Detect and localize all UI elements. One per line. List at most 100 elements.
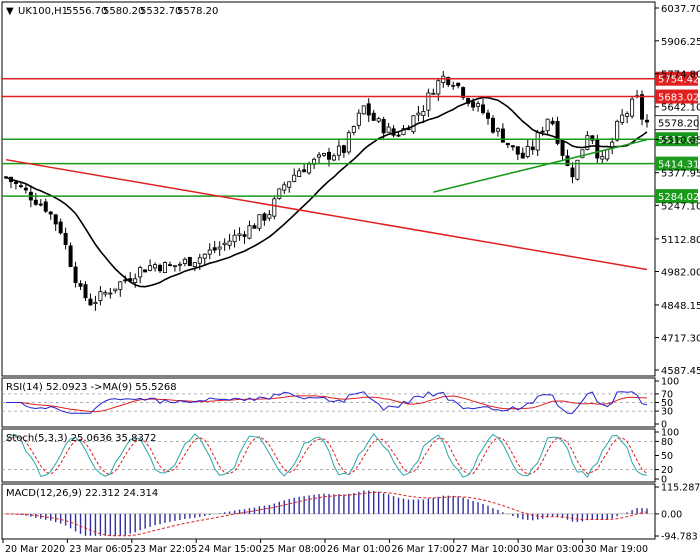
rsi-line bbox=[6, 391, 648, 414]
rsi-label: RSI(14) 52.0923 ->MA(9) 55.5268 bbox=[6, 382, 177, 393]
candle-body bbox=[83, 284, 88, 299]
level-price-tag bbox=[655, 71, 698, 86]
level-price-label: 5754.42 bbox=[658, 75, 699, 86]
candle-body bbox=[525, 145, 530, 157]
indicator-tick-label: -94.783 bbox=[661, 532, 698, 543]
candle-body bbox=[167, 264, 172, 267]
candle-body bbox=[416, 112, 421, 116]
candle-body bbox=[451, 84, 456, 87]
candle-body bbox=[630, 98, 635, 117]
candle-body bbox=[590, 135, 595, 141]
candle-body bbox=[302, 169, 307, 173]
candle-body bbox=[252, 225, 257, 229]
candle-body bbox=[376, 118, 381, 122]
candle-body bbox=[267, 214, 272, 219]
candle-body bbox=[421, 111, 426, 116]
stoch-label: Stoch(5,3,3) 25.0636 35.8372 bbox=[6, 433, 157, 444]
chart-title: UK100,H1 bbox=[18, 6, 68, 17]
candle-body bbox=[322, 153, 327, 156]
candle-body bbox=[287, 181, 292, 188]
candle-body bbox=[540, 130, 545, 133]
candle-body bbox=[202, 253, 207, 259]
candle-body bbox=[88, 298, 93, 306]
indicator-tick-label: 30 bbox=[661, 407, 673, 418]
indicator-tick-label: 50 bbox=[661, 451, 673, 462]
candle-body bbox=[580, 149, 585, 159]
candle-body bbox=[33, 199, 38, 205]
price-tick-label: 5906.25 bbox=[661, 37, 700, 48]
candle-body bbox=[247, 225, 252, 239]
level-price-label: 5414.31 bbox=[658, 160, 699, 171]
candle-body bbox=[317, 154, 322, 158]
trendline bbox=[5, 158, 648, 271]
macd-label: MACD(12,26,9) 22.312 24.314 bbox=[6, 488, 158, 499]
candle-body bbox=[53, 214, 58, 225]
levels-layer: 5754.42 5683.02 5512.02 5414.31 5284.02 5578.… bbox=[2, 71, 699, 271]
price-tick-label: 4587.45 bbox=[661, 366, 700, 377]
time-tick-label: 30 Mar 19:00 bbox=[585, 544, 648, 555]
candle-body bbox=[336, 145, 341, 156]
candle-body bbox=[63, 232, 68, 245]
price-tick-label: 5510.65 bbox=[661, 136, 700, 147]
candle-body bbox=[43, 201, 48, 212]
time-tick-label: 23 Mar 22:05 bbox=[134, 544, 197, 555]
candle-body bbox=[331, 155, 336, 161]
price-axis: 6037.70 5906.25 5774.80 5642.10 5510.65 5377.… bbox=[655, 4, 700, 377]
trendline bbox=[433, 138, 648, 193]
candle-body bbox=[600, 156, 605, 160]
candle-body bbox=[356, 112, 361, 126]
candle-body bbox=[456, 82, 461, 87]
candle-body bbox=[625, 113, 630, 117]
candle-body bbox=[640, 94, 645, 120]
candle-body bbox=[620, 114, 625, 123]
macd-signal-line bbox=[6, 491, 648, 537]
candle-body bbox=[212, 247, 217, 251]
candle-body bbox=[366, 103, 371, 116]
candle-body bbox=[361, 105, 366, 115]
indicator-tick-label: 70 bbox=[661, 389, 673, 400]
candle-body bbox=[78, 283, 83, 287]
moving-average-line bbox=[5, 96, 648, 288]
indicator-tick-label: 100 bbox=[661, 377, 679, 388]
candle-body bbox=[471, 101, 476, 108]
price-tick-label: 4717.30 bbox=[661, 334, 700, 345]
candle-body bbox=[560, 140, 565, 156]
current-price-label: 5578.20 bbox=[658, 119, 699, 130]
candle-body bbox=[187, 257, 192, 267]
candle-body bbox=[148, 265, 153, 271]
ohlc-high: 5580.20 bbox=[103, 6, 144, 17]
candle-body bbox=[396, 134, 401, 137]
candle-body bbox=[485, 112, 490, 119]
candle-body bbox=[341, 145, 346, 153]
rsi-ma-line bbox=[6, 395, 648, 413]
candle-body bbox=[158, 264, 163, 272]
candle-body bbox=[48, 211, 53, 215]
time-tick-label: 27 Mar 10:00 bbox=[456, 544, 519, 555]
candle-body bbox=[381, 118, 386, 134]
candle-body bbox=[207, 249, 212, 255]
candle-body bbox=[232, 234, 237, 243]
price-tick-label: 5774.80 bbox=[661, 70, 700, 81]
candle-body bbox=[292, 174, 297, 182]
candle-body bbox=[351, 126, 356, 133]
level-price-tag bbox=[655, 89, 698, 104]
price-tick-label: 5112.80 bbox=[661, 235, 700, 246]
candle-body bbox=[550, 120, 555, 125]
candle-body bbox=[13, 181, 18, 184]
candle-body bbox=[595, 139, 600, 159]
candle-body bbox=[545, 118, 550, 132]
candle-body bbox=[346, 132, 351, 153]
indicator-tick-label: 115.287 bbox=[661, 483, 700, 494]
candle-body bbox=[431, 92, 436, 95]
candle-body bbox=[237, 233, 242, 236]
ohlc-open: 5556.70 bbox=[66, 6, 107, 17]
price-tick-label: 5247.10 bbox=[661, 201, 700, 212]
candle-body bbox=[570, 167, 575, 178]
candle-body bbox=[555, 120, 560, 144]
candle-body bbox=[615, 120, 620, 141]
candle-body bbox=[222, 242, 227, 246]
price-tick-label: 4848.15 bbox=[661, 301, 700, 312]
candle-body bbox=[411, 115, 416, 133]
